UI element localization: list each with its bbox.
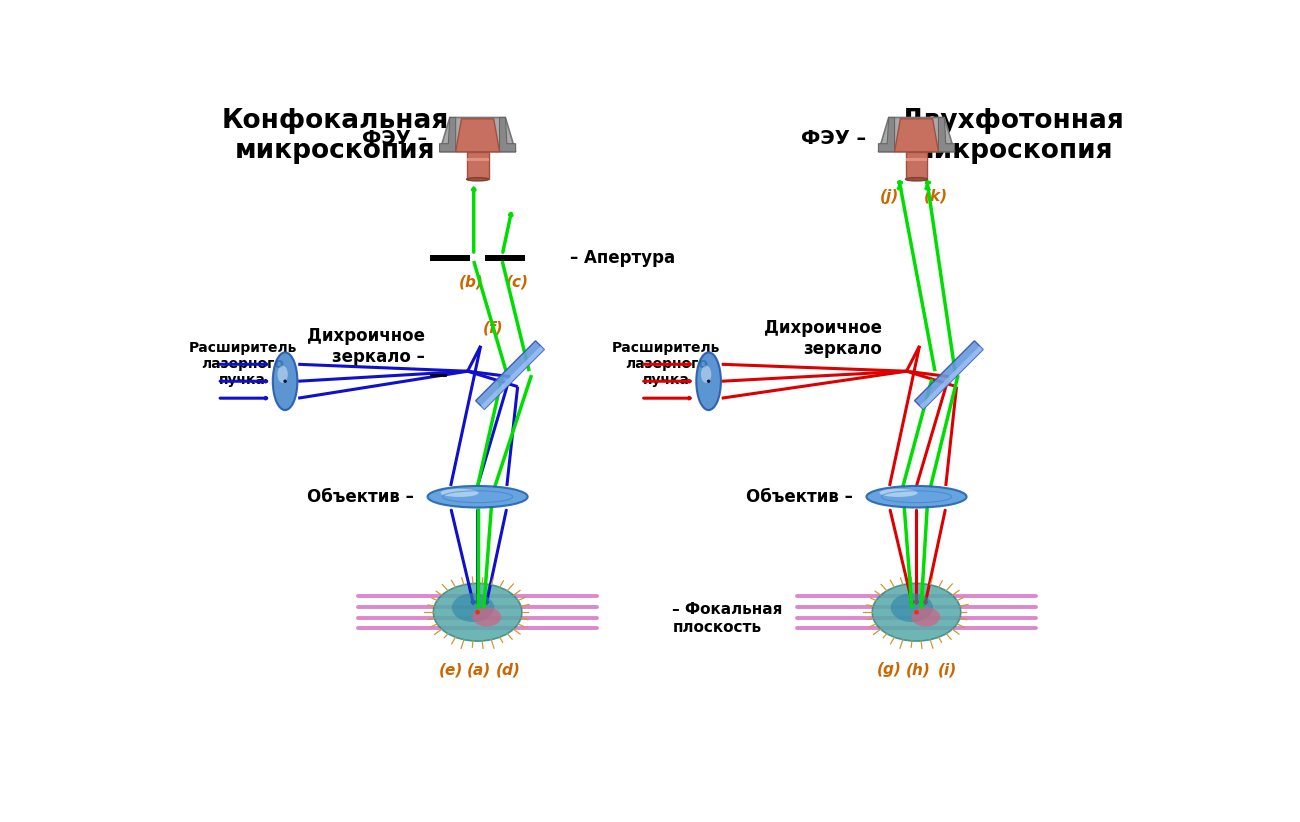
Bar bbox=[485, 256, 525, 261]
Bar bbox=[906, 158, 927, 161]
Text: Объектив –: Объектив – bbox=[307, 487, 413, 506]
Text: (k): (k) bbox=[924, 189, 948, 204]
Ellipse shape bbox=[472, 607, 502, 626]
Polygon shape bbox=[439, 118, 456, 152]
Ellipse shape bbox=[476, 610, 480, 615]
Ellipse shape bbox=[277, 366, 287, 383]
Bar bbox=[467, 158, 489, 161]
Ellipse shape bbox=[866, 486, 966, 507]
Ellipse shape bbox=[911, 607, 940, 626]
Text: (e): (e) bbox=[438, 663, 463, 677]
Text: Дихроичное
зеркало –: Дихроичное зеркало – bbox=[307, 327, 425, 366]
Ellipse shape bbox=[283, 380, 287, 383]
Text: ФЭУ –: ФЭУ – bbox=[801, 129, 866, 148]
Text: – Фокальная
плоскость: – Фокальная плоскость bbox=[672, 603, 783, 635]
Text: (i): (i) bbox=[937, 663, 957, 677]
Polygon shape bbox=[939, 118, 954, 152]
Polygon shape bbox=[920, 346, 983, 409]
Ellipse shape bbox=[701, 366, 711, 383]
Text: (j): (j) bbox=[880, 189, 900, 204]
Text: (f): (f) bbox=[482, 320, 503, 335]
Ellipse shape bbox=[452, 593, 494, 622]
Text: Двухфотонная
микроскопия: Двухфотонная микроскопия bbox=[901, 108, 1124, 164]
Polygon shape bbox=[894, 119, 939, 152]
Ellipse shape bbox=[872, 584, 961, 641]
Ellipse shape bbox=[707, 380, 710, 383]
Polygon shape bbox=[456, 119, 499, 152]
Text: – Апертура: – Апертура bbox=[569, 249, 675, 267]
Text: (a): (a) bbox=[467, 663, 491, 677]
Polygon shape bbox=[439, 118, 516, 152]
Ellipse shape bbox=[273, 353, 298, 410]
Text: (h): (h) bbox=[906, 663, 931, 677]
Ellipse shape bbox=[880, 489, 918, 497]
Text: (g): (g) bbox=[878, 663, 902, 677]
Text: (c): (c) bbox=[506, 275, 529, 290]
Bar bbox=[467, 152, 489, 179]
Bar bbox=[906, 152, 927, 179]
Polygon shape bbox=[499, 118, 516, 152]
Text: (b): (b) bbox=[459, 275, 484, 290]
Text: Расширитель
лазерного
пучка: Расширитель лазерного пучка bbox=[612, 341, 720, 387]
Text: ФЭУ –: ФЭУ – bbox=[363, 129, 428, 148]
Ellipse shape bbox=[697, 353, 722, 410]
Ellipse shape bbox=[891, 593, 933, 622]
Ellipse shape bbox=[467, 178, 489, 181]
Text: Объектив –: Объектив – bbox=[746, 487, 853, 506]
Bar bbox=[430, 256, 469, 261]
Polygon shape bbox=[879, 118, 954, 152]
Polygon shape bbox=[481, 346, 545, 409]
Text: (d): (d) bbox=[497, 663, 521, 677]
Polygon shape bbox=[879, 118, 894, 152]
Ellipse shape bbox=[441, 489, 478, 497]
Ellipse shape bbox=[428, 486, 528, 507]
Text: Конфокальная
микроскопия: Конфокальная микроскопия bbox=[221, 108, 448, 164]
Polygon shape bbox=[914, 341, 983, 409]
Ellipse shape bbox=[914, 610, 919, 615]
Text: Расширитель
лазерного
пучка: Расширитель лазерного пучка bbox=[188, 341, 296, 387]
Polygon shape bbox=[476, 341, 545, 409]
Text: Дихроичное
зеркало: Дихроичное зеркало bbox=[764, 320, 881, 358]
Ellipse shape bbox=[433, 584, 521, 641]
Ellipse shape bbox=[906, 178, 927, 181]
